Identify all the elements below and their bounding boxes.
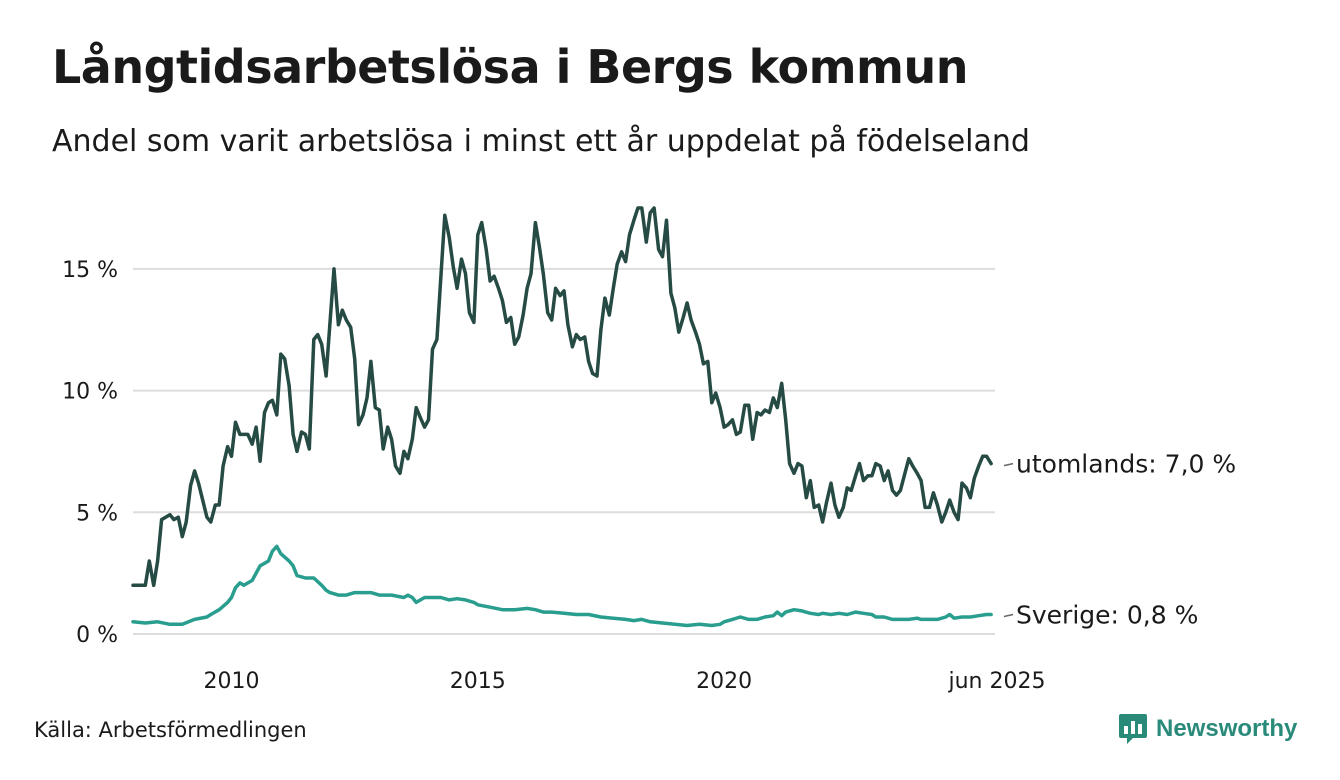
source-credit: Källa: Arbetsförmedlingen bbox=[34, 718, 307, 742]
brand-name: Newsworthy bbox=[1156, 715, 1298, 742]
series-end-labels: utomlands: 7,0 % Sverige: 0,8 % bbox=[1003, 450, 1236, 630]
series-lines bbox=[131, 206, 993, 628]
series-end-label: utomlands: 7,0 % bbox=[1016, 450, 1236, 479]
newsworthy-logo-icon bbox=[1119, 714, 1147, 744]
end-label-connector bbox=[1003, 462, 1014, 467]
chart-title: Långtidsarbetslösa i Bergs kommun bbox=[52, 40, 969, 94]
x-axis-tick-labels: 2010 2015 2020 jun 2025 bbox=[204, 669, 1046, 694]
y-tick-label: 0 % bbox=[76, 623, 118, 648]
y-tick-label: 5 % bbox=[76, 501, 118, 526]
y-tick-label: 10 % bbox=[62, 380, 118, 405]
series-end-label: Sverige: 0,8 % bbox=[1016, 601, 1198, 630]
x-tick-label: jun 2025 bbox=[948, 669, 1046, 694]
y-gridlines bbox=[133, 267, 995, 635]
y-axis-tick-labels: 0 % 5 % 10 % 15 % bbox=[62, 258, 118, 648]
newsworthy-brand: Newsworthy bbox=[1118, 712, 1297, 746]
x-tick-label: 2010 bbox=[204, 669, 260, 694]
line-chart: 0 % 5 % 10 % 15 % 2010 2015 2020 jun 2025 utom… bbox=[62, 206, 1236, 694]
series-line-sverige bbox=[131, 544, 993, 628]
x-tick-label: 2015 bbox=[450, 669, 506, 694]
chart-subtitle: Andel som varit arbetslösa i minst ett å… bbox=[52, 124, 1030, 159]
series-line-utomlands bbox=[131, 206, 993, 588]
y-tick-label: 15 % bbox=[62, 258, 118, 283]
x-tick-label: 2020 bbox=[696, 669, 752, 694]
end-label-connector bbox=[1003, 613, 1014, 618]
